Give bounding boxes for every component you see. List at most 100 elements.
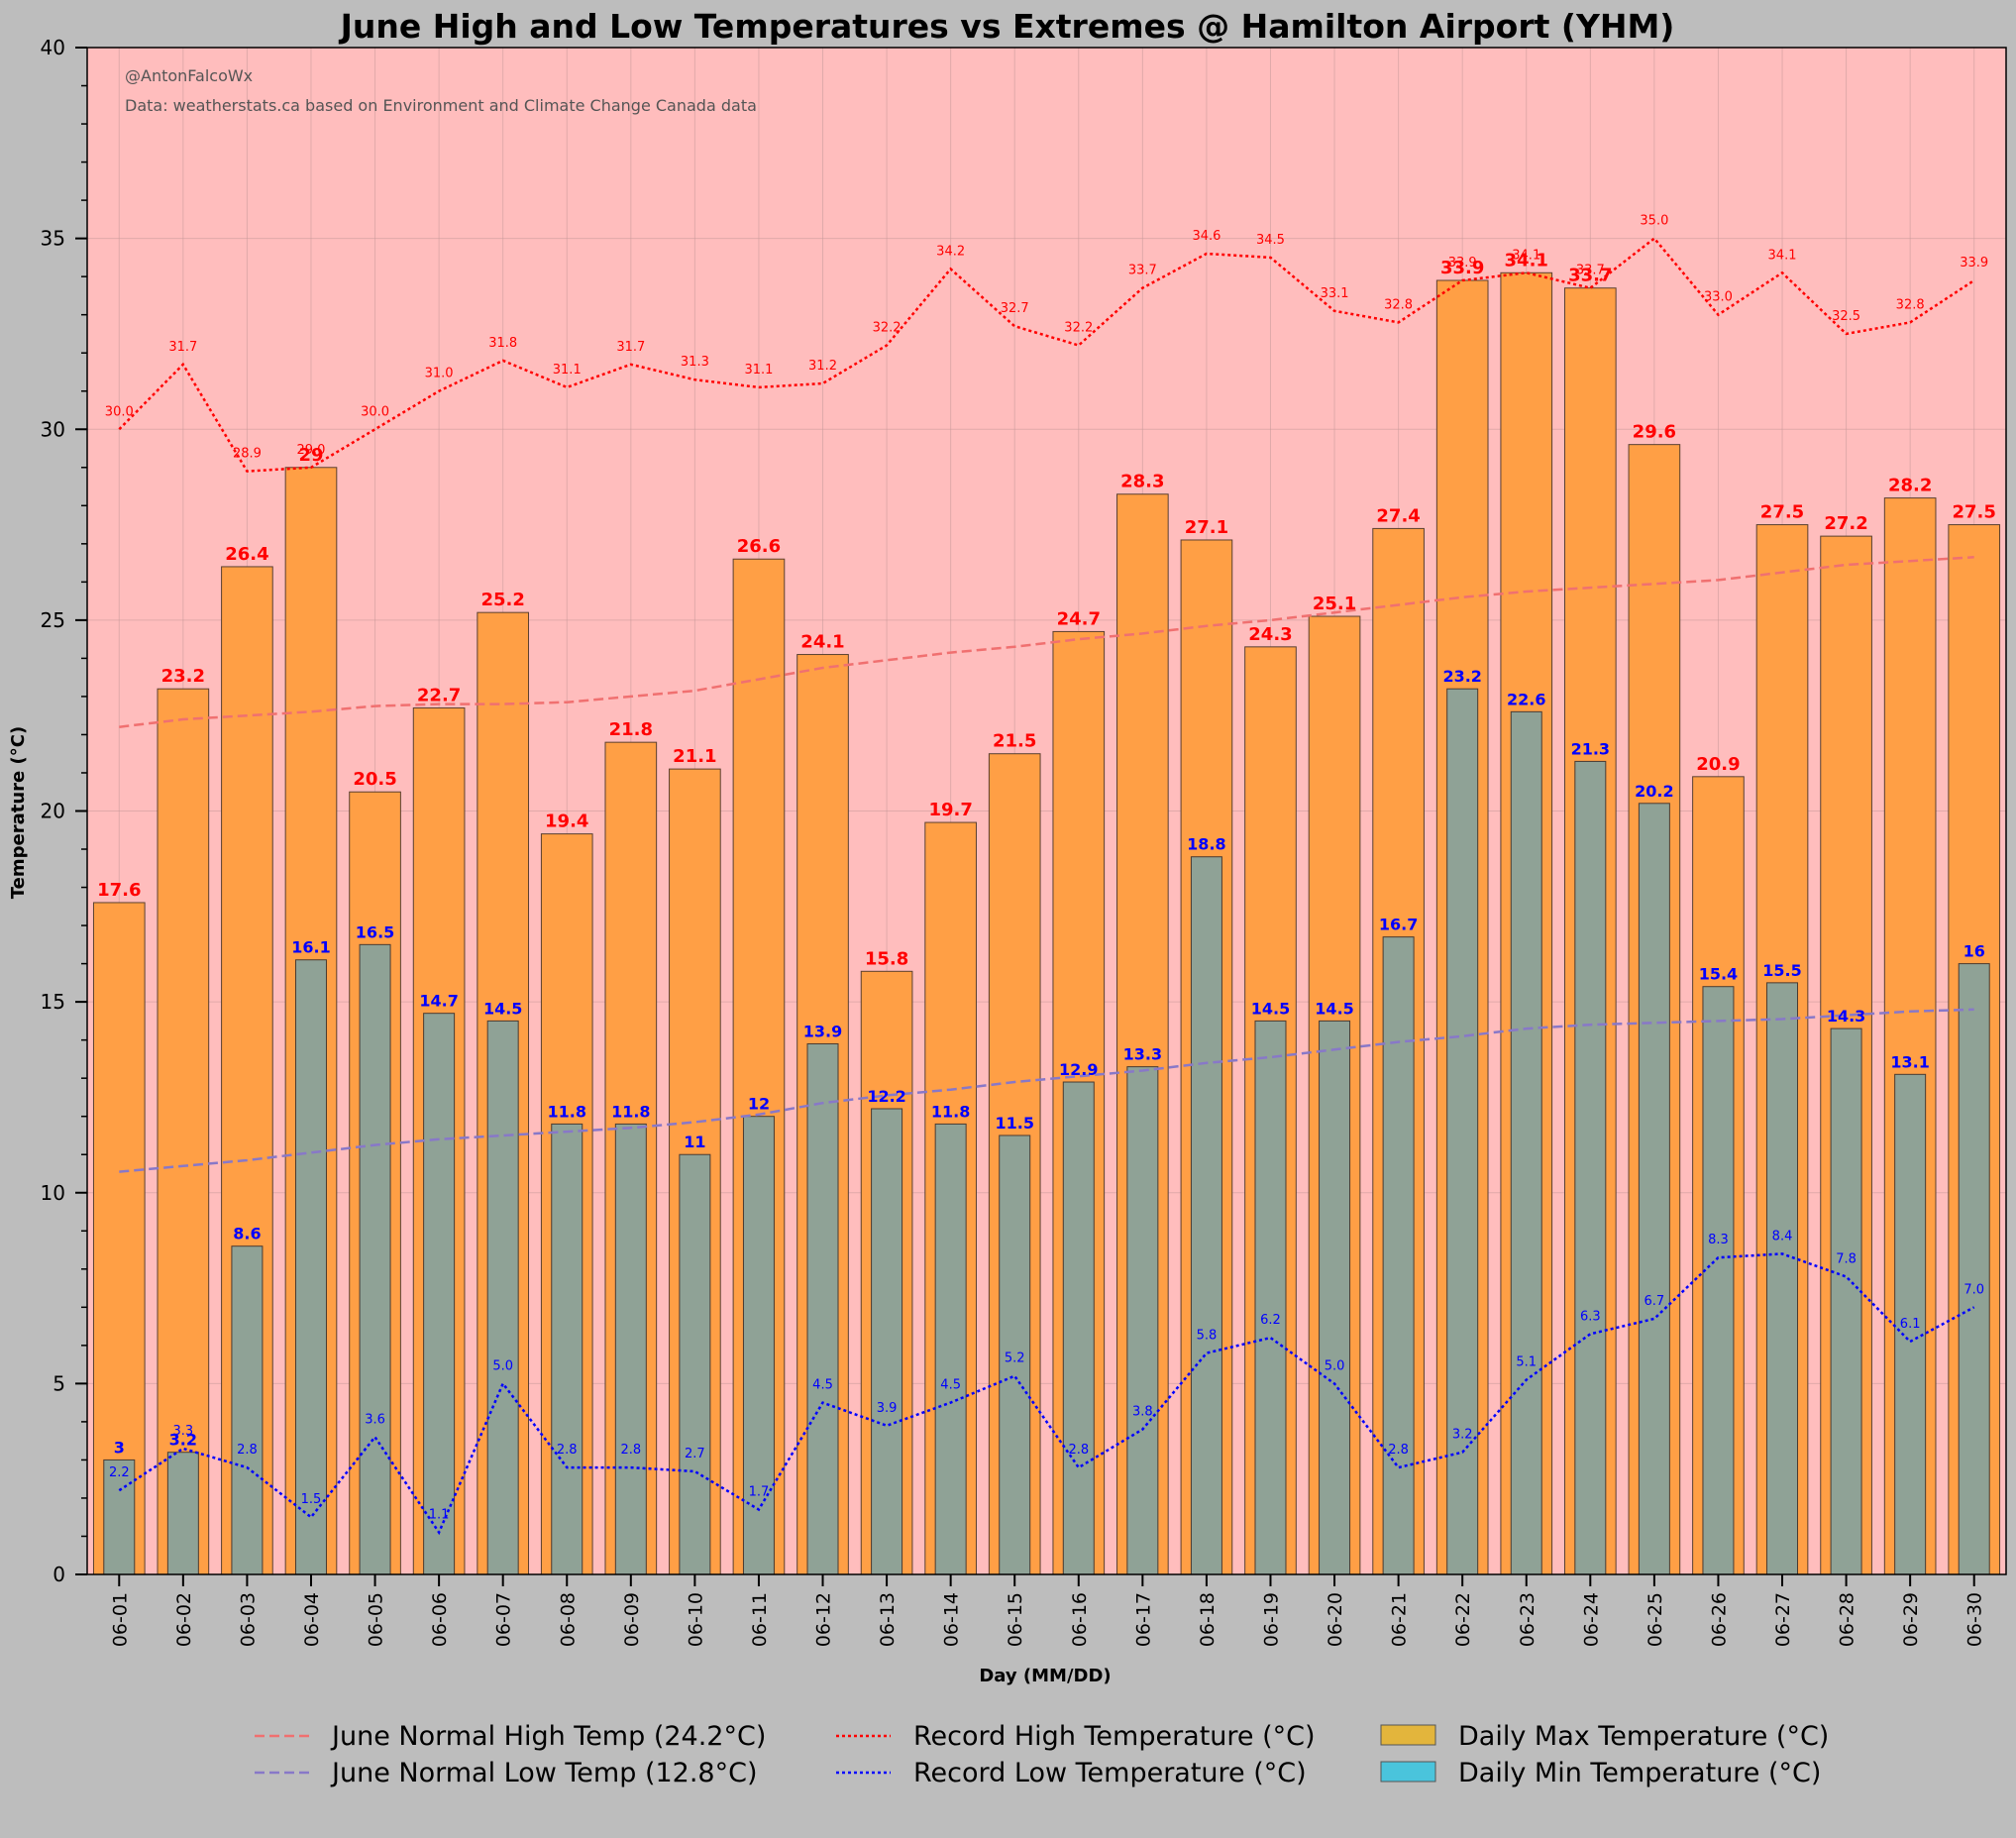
x-tick-label: 06-19 xyxy=(1261,1592,1283,1647)
max-temp-label: 27.5 xyxy=(1953,502,1996,523)
record-low-label: 5.2 xyxy=(1005,1351,1025,1366)
min-temp-bar xyxy=(1830,1027,1862,1575)
min-temp-bar xyxy=(742,1116,775,1575)
max-temp-label: 27.2 xyxy=(1824,513,1867,534)
record-low-label: 2.2 xyxy=(109,1465,130,1480)
min-temp-bar xyxy=(1958,963,1990,1575)
min-temp-label: 11.8 xyxy=(611,1102,650,1121)
record-low-label: 5.0 xyxy=(492,1358,513,1373)
min-temp-label: 14.3 xyxy=(1827,1007,1865,1026)
min-temp-label: 12.9 xyxy=(1059,1060,1098,1079)
min-temp-bar xyxy=(1319,1020,1351,1575)
y-tick-label: 40 xyxy=(41,36,65,59)
y-tick-label: 35 xyxy=(41,227,65,251)
max-temp-label: 24.1 xyxy=(800,632,844,653)
x-tick-label: 06-15 xyxy=(1005,1592,1026,1647)
min-temp-label: 22.6 xyxy=(1507,690,1545,708)
min-temp-bar xyxy=(103,1459,136,1575)
min-temp-bar xyxy=(551,1123,584,1575)
min-temp-bar xyxy=(1894,1073,1927,1575)
max-temp-label: 34.1 xyxy=(1505,250,1548,270)
min-temp-bar xyxy=(231,1245,264,1575)
min-temp-bar xyxy=(486,1020,519,1575)
record-high-label: 31.1 xyxy=(744,363,773,378)
record-high-label: 35.0 xyxy=(1640,214,1668,229)
min-temp-label: 12.2 xyxy=(867,1087,905,1106)
record-high-label: 31.2 xyxy=(808,359,837,374)
record-low-line xyxy=(118,1252,1975,1536)
legend-label: Daily Min Temperature (°C) xyxy=(1458,1758,1821,1788)
min-temp-bar xyxy=(806,1043,839,1575)
min-temp-label: 14.5 xyxy=(1251,999,1290,1018)
x-tick-label: 06-30 xyxy=(1964,1592,1986,1647)
min-temp-label: 13.1 xyxy=(1890,1052,1929,1071)
max-temp-label: 27.1 xyxy=(1185,517,1228,538)
min-temp-label: 20.2 xyxy=(1635,782,1673,801)
x-tick-label: 06-07 xyxy=(493,1592,515,1647)
max-temp-label: 27.5 xyxy=(1760,502,1804,523)
max-temp-label: 21.8 xyxy=(609,719,653,740)
max-temp-label: 24.7 xyxy=(1057,608,1101,629)
max-temp-label: 20.5 xyxy=(353,769,396,790)
record-high-label: 30.0 xyxy=(361,404,389,419)
max-temp-label: 19.4 xyxy=(545,811,588,832)
min-temp-bar xyxy=(1702,986,1735,1575)
max-temp-label: 25.2 xyxy=(480,590,524,610)
record-low-label: 6.1 xyxy=(1900,1317,1921,1332)
record-low-label: 7.0 xyxy=(1963,1282,1984,1297)
min-temp-label: 16.7 xyxy=(1379,916,1418,934)
record-high-label: 31.3 xyxy=(681,355,709,370)
max-temp-label: 20.9 xyxy=(1696,754,1740,775)
record-low-label: 4.5 xyxy=(940,1378,961,1393)
y-axis-label: Temperature (°C) xyxy=(8,726,29,899)
record-high-label: 32.5 xyxy=(1832,309,1860,324)
x-tick-label: 06-23 xyxy=(1517,1592,1539,1647)
min-temp-bar xyxy=(999,1135,1031,1575)
axes: 0 5 10 15 20 25 30 35 40 06-01 06-02 06-03 06-04 06-0… xyxy=(41,36,2007,1647)
record-high-line xyxy=(118,236,1975,473)
x-tick-label: 06-02 xyxy=(173,1592,195,1647)
min-temp-label: 3 xyxy=(114,1438,125,1457)
min-temperature-bars xyxy=(103,688,1990,1575)
record-low-label: 2.8 xyxy=(557,1443,578,1458)
x-tick-label: 06-08 xyxy=(557,1592,579,1647)
record-low-label: 2.8 xyxy=(620,1443,641,1458)
min-temp-label: 16.5 xyxy=(356,922,394,941)
record-high-label: 33.0 xyxy=(1704,290,1733,305)
min-temp-bar xyxy=(871,1108,903,1575)
min-temp-bar xyxy=(1574,760,1607,1575)
record-high-label: 33.7 xyxy=(1576,264,1605,278)
record-high-label: 34.5 xyxy=(1256,233,1285,248)
x-tick-label: 06-01 xyxy=(109,1592,131,1647)
x-tick-label: 06-11 xyxy=(749,1592,771,1647)
record-high-label: 32.2 xyxy=(873,320,902,335)
x-tick-label: 06-16 xyxy=(1069,1592,1091,1647)
max-temp-label: 29.6 xyxy=(1633,422,1676,443)
y-tick-label: 10 xyxy=(41,1181,65,1205)
record-high-label: 33.7 xyxy=(1128,264,1157,278)
source-text: Data: weatherstats.ca based on Environme… xyxy=(125,96,757,115)
max-temp-label: 17.6 xyxy=(97,880,141,901)
y-tick-label: 20 xyxy=(41,800,65,823)
y-tick-label: 30 xyxy=(41,417,65,441)
min-temp-label: 13.9 xyxy=(803,1023,842,1041)
record-high-label: 34.1 xyxy=(1512,248,1540,263)
min-temp-bar xyxy=(359,943,391,1575)
max-temp-label: 15.8 xyxy=(865,948,908,969)
max-temp-label: 23.2 xyxy=(161,666,205,687)
record-high-label: 28.9 xyxy=(233,447,262,462)
record-low-label: 1.1 xyxy=(429,1508,450,1523)
record-low-label: 8.4 xyxy=(1772,1229,1793,1243)
max-temp-label: 33.7 xyxy=(1568,266,1612,286)
x-tick-label: 06-03 xyxy=(237,1592,259,1647)
max-temp-label: 22.7 xyxy=(417,685,461,705)
record-low-label: 3.9 xyxy=(877,1401,898,1416)
record-low-label: 2.8 xyxy=(1068,1443,1089,1458)
record-low-label: 1.7 xyxy=(749,1485,770,1500)
record-high-label: 34.1 xyxy=(1768,248,1797,263)
legend-swatch xyxy=(1380,1724,1436,1746)
x-tick-label: 06-13 xyxy=(877,1592,899,1647)
max-temp-label: 29 xyxy=(298,445,323,466)
record-low-label: 4.5 xyxy=(812,1378,833,1393)
